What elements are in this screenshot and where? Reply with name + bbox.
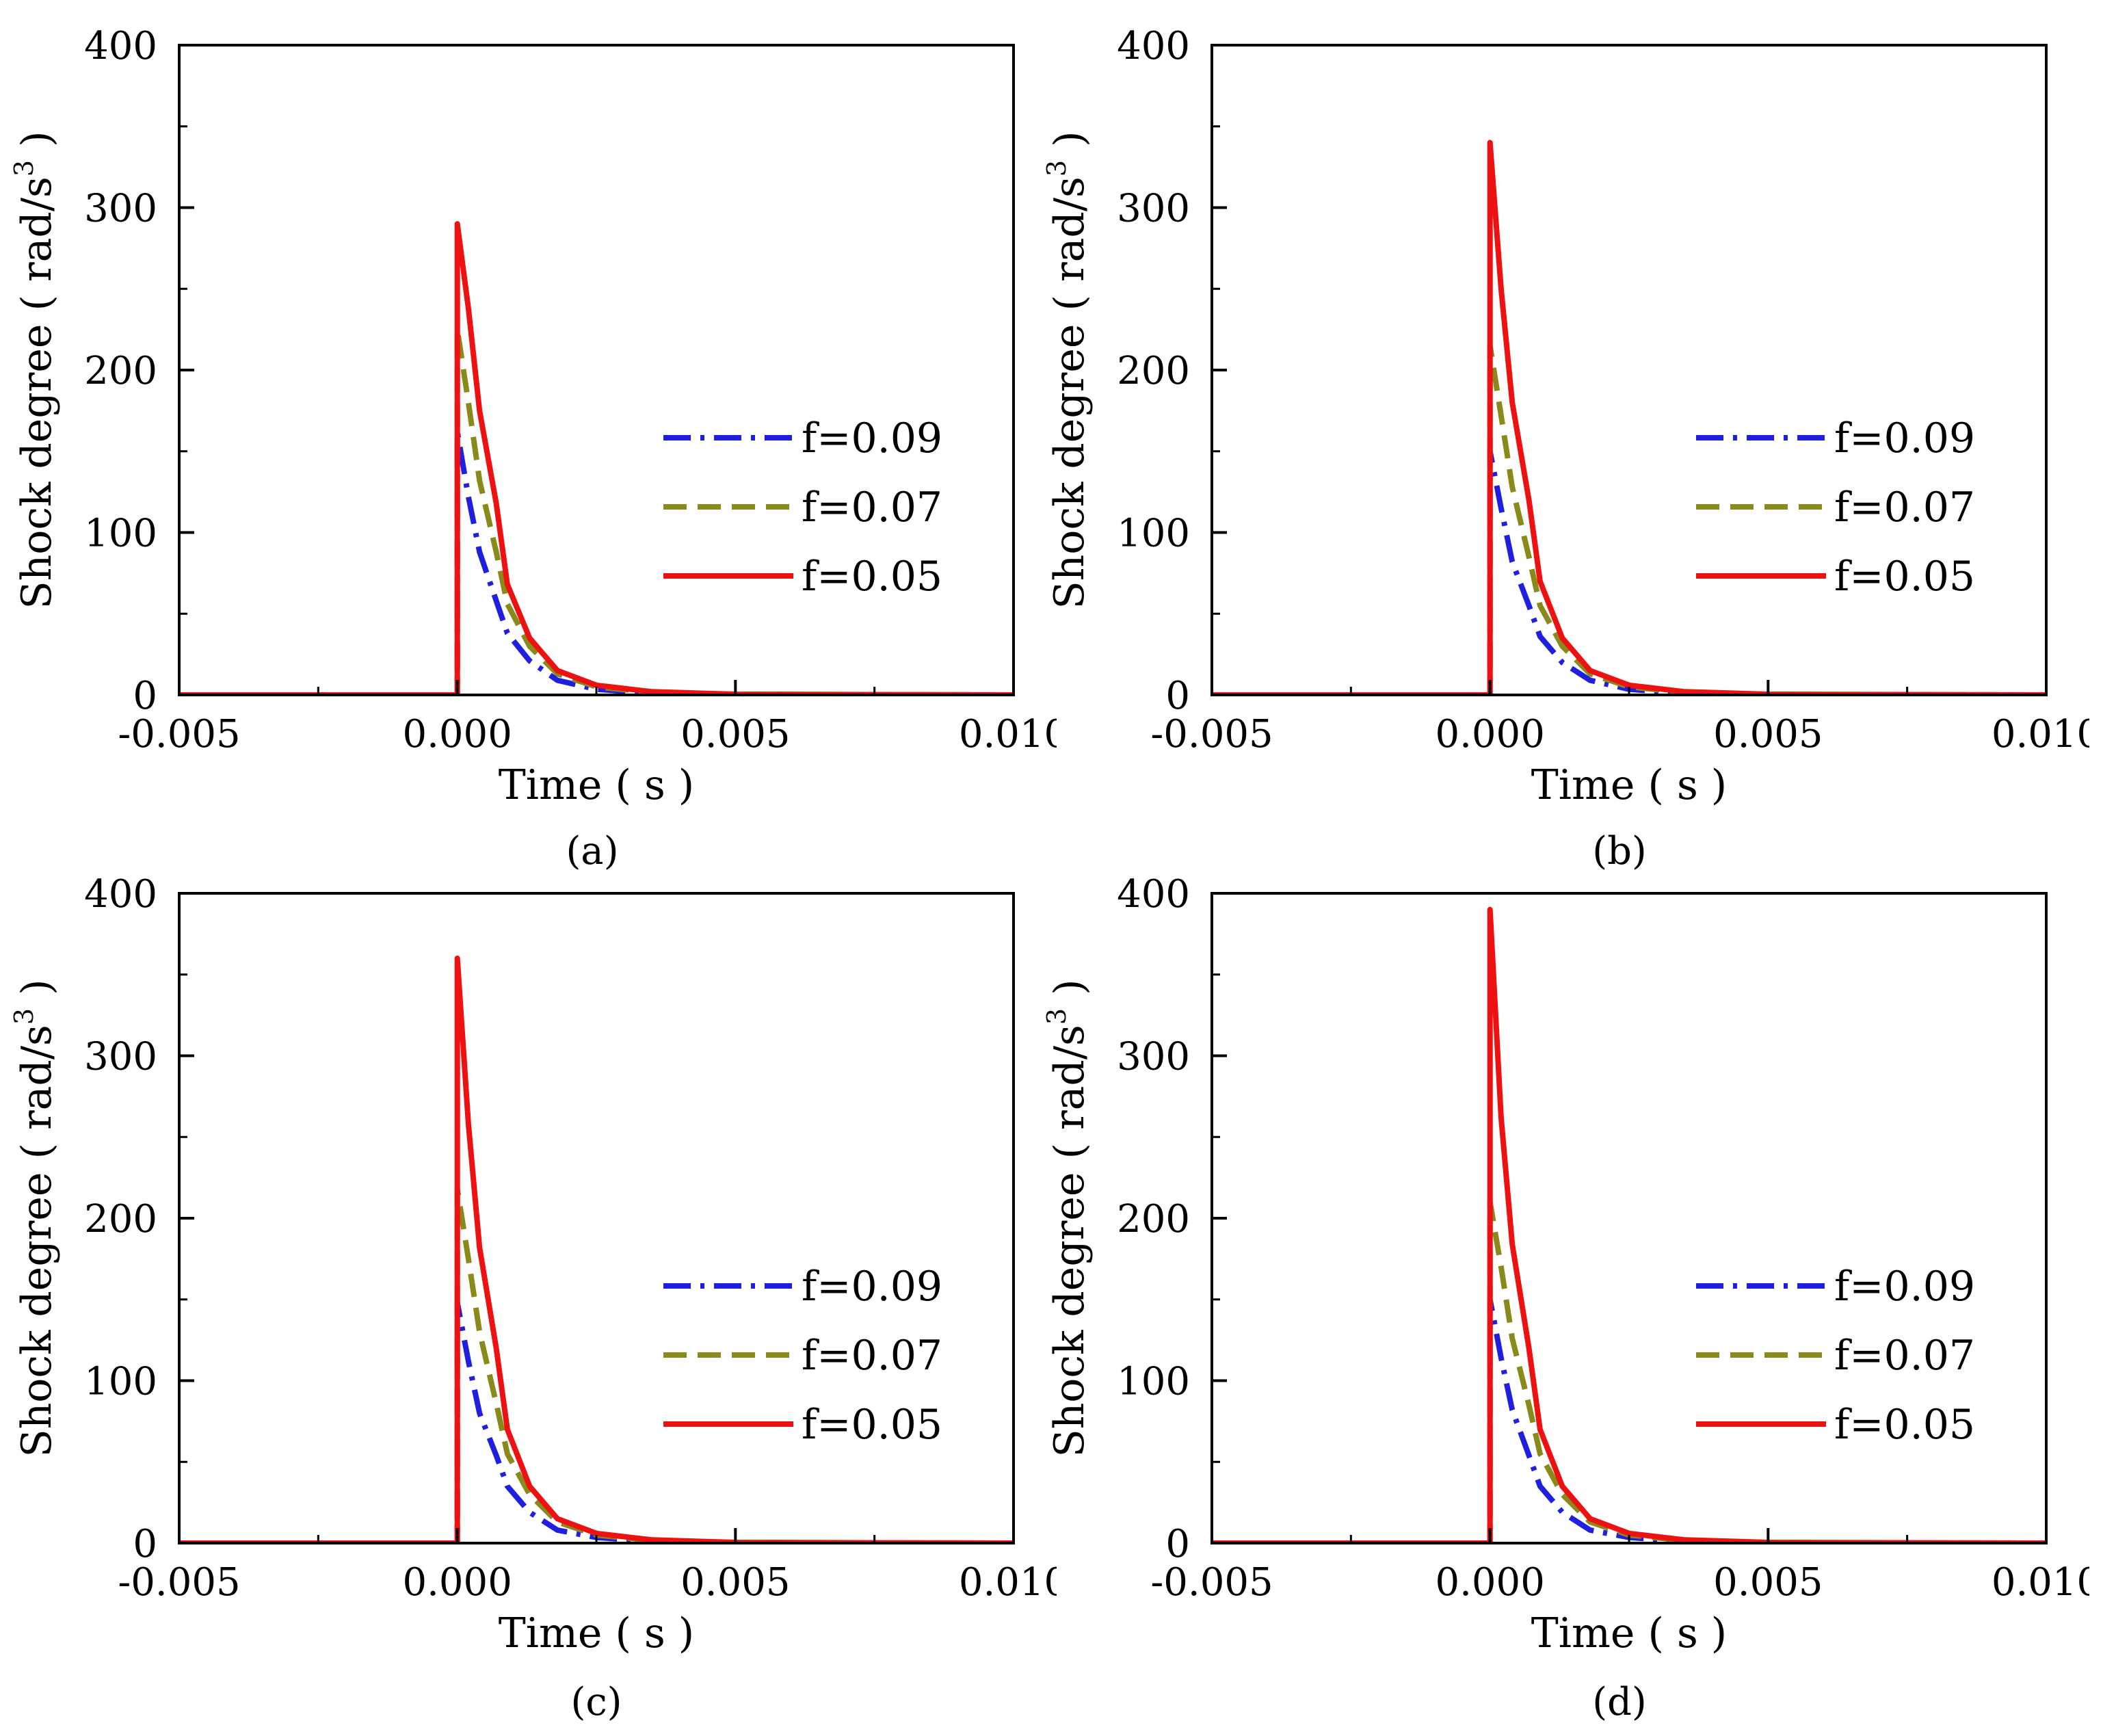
legend-label: f=0.09	[1834, 415, 1975, 462]
legend-label: f=0.07	[802, 1332, 942, 1380]
x-tick-label: -0.005	[1150, 712, 1273, 757]
legend: f=0.09 f=0.07 f=0.05	[663, 1263, 942, 1449]
y-tick-label: 0	[1165, 1522, 1190, 1566]
x-tick-label: 0.005	[680, 1560, 790, 1605]
y-tick-label: 400	[84, 24, 157, 68]
series-line-f-0-05	[179, 221, 1014, 695]
legend-label: f=0.07	[802, 484, 942, 531]
y-axis-title-end: )	[13, 131, 61, 159]
series-line-f-0-05	[1212, 140, 2046, 695]
y-axis-title-main: Shock degree ( rad/s	[1046, 176, 1094, 609]
x-tick-label: 0.010	[1992, 1560, 2089, 1605]
legend-label: f=0.05	[1834, 1401, 1975, 1449]
y-tick-label: 200	[84, 1197, 157, 1241]
chart-panel-c: -0.005 0.000 0.005 0.010 0 100 200 300 400 Time (…	[9, 872, 1057, 1657]
legend: f=0.09 f=0.07 f=0.05	[1696, 1263, 1975, 1449]
y-axis-title-end: )	[1046, 131, 1094, 159]
y-axis-title-sup: 3	[9, 160, 39, 176]
y-axis-title-end: )	[1046, 979, 1094, 1008]
y-axis-title: Shock degree ( rad/s3 )	[9, 979, 61, 1457]
x-tick-label: 0.010	[959, 1560, 1057, 1605]
x-tick-label: 0.005	[1713, 712, 1823, 757]
chart-panel-a: -0.005 0.000 0.005 0.010 0 100 200 300 400 Time (…	[9, 24, 1057, 809]
y-tick-label: 100	[1117, 512, 1190, 556]
legend: f=0.09 f=0.07 f=0.05	[1696, 415, 1975, 601]
y-axis-title-sup: 3	[9, 1008, 39, 1025]
y-tick-label: 400	[84, 872, 157, 917]
x-tick-label: -0.005	[118, 712, 240, 757]
legend: f=0.09 f=0.07 f=0.05	[663, 415, 942, 601]
series-group	[1212, 906, 2046, 1543]
panel-caption-c: (c)	[570, 1680, 622, 1724]
y-tick-label: 300	[84, 1035, 157, 1079]
y-tick-label: 200	[1117, 349, 1190, 393]
x-tick-label: 0.000	[403, 1560, 512, 1605]
y-axis-title-sup: 3	[1042, 1008, 1072, 1025]
y-axis-title-main: Shock degree ( rad/s	[1046, 1025, 1094, 1457]
y-tick-label: 0	[133, 1522, 157, 1566]
y-axis-title-main: Shock degree ( rad/s	[13, 176, 61, 609]
x-tick-label: 0.000	[403, 712, 512, 757]
x-tick-label: 0.005	[1713, 1560, 1823, 1605]
legend-label: f=0.09	[802, 1263, 942, 1311]
chart-panel-b: -0.005 0.000 0.005 0.010 0 100 200 300 400 Time (…	[1042, 24, 2089, 809]
series-line-f-0-05	[179, 956, 1014, 1543]
y-axis-title: Shock degree ( rad/s3 )	[1042, 979, 1094, 1457]
legend-label: f=0.09	[1834, 1263, 1975, 1311]
y-tick-label: 100	[1117, 1360, 1190, 1404]
x-axis-title: Time ( s )	[499, 1609, 694, 1657]
x-tick-label: 0.000	[1436, 712, 1545, 757]
y-tick-label: 300	[84, 187, 157, 231]
panel-caption-d: (d)	[1592, 1680, 1647, 1724]
series-line-f-0-05	[1212, 906, 2046, 1543]
x-tick-label: 0.005	[680, 712, 790, 757]
x-tick-label: -0.005	[118, 1560, 240, 1605]
y-axis-title: Shock degree ( rad/s3 )	[1042, 131, 1094, 609]
y-axis-title: Shock degree ( rad/s3 )	[9, 131, 61, 609]
y-tick-label: 0	[1165, 674, 1190, 718]
y-tick-label: 300	[1117, 1035, 1190, 1079]
x-axis-title: Time ( s )	[1531, 761, 1727, 809]
y-tick-label: 400	[1117, 872, 1190, 917]
y-tick-label: 100	[84, 1360, 157, 1404]
x-tick-label: 0.010	[959, 712, 1057, 757]
legend-label: f=0.07	[1834, 1332, 1975, 1380]
y-axis-title-end: )	[13, 979, 61, 1008]
y-tick-label: 200	[1117, 1197, 1190, 1241]
x-axis-title: Time ( s )	[1531, 1609, 1727, 1657]
x-tick-label: 0.010	[1992, 712, 2089, 757]
y-tick-label: 0	[133, 674, 157, 718]
legend-label: f=0.05	[802, 553, 942, 601]
y-axis-title-sup: 3	[1042, 160, 1072, 176]
x-axis-title: Time ( s )	[499, 761, 694, 809]
x-tick-label: 0.000	[1436, 1560, 1545, 1605]
legend-label: f=0.05	[1834, 553, 1975, 601]
series-group	[179, 956, 1014, 1543]
y-tick-label: 200	[84, 349, 157, 393]
y-tick-label: 400	[1117, 24, 1190, 68]
chart-panel-d: -0.005 0.000 0.005 0.010 0 100 200 300 400 Time (…	[1042, 872, 2089, 1657]
legend-label: f=0.09	[802, 415, 942, 462]
legend-label: f=0.05	[802, 1401, 942, 1449]
y-tick-label: 300	[1117, 187, 1190, 231]
series-group	[179, 221, 1014, 695]
series-group	[1212, 140, 2046, 695]
y-tick-label: 100	[84, 512, 157, 556]
legend-label: f=0.07	[1834, 484, 1975, 531]
panel-caption-a: (a)	[566, 829, 619, 873]
y-axis-title-main: Shock degree ( rad/s	[13, 1025, 61, 1457]
panel-caption-b: (b)	[1592, 829, 1647, 873]
x-tick-label: -0.005	[1150, 1560, 1273, 1605]
